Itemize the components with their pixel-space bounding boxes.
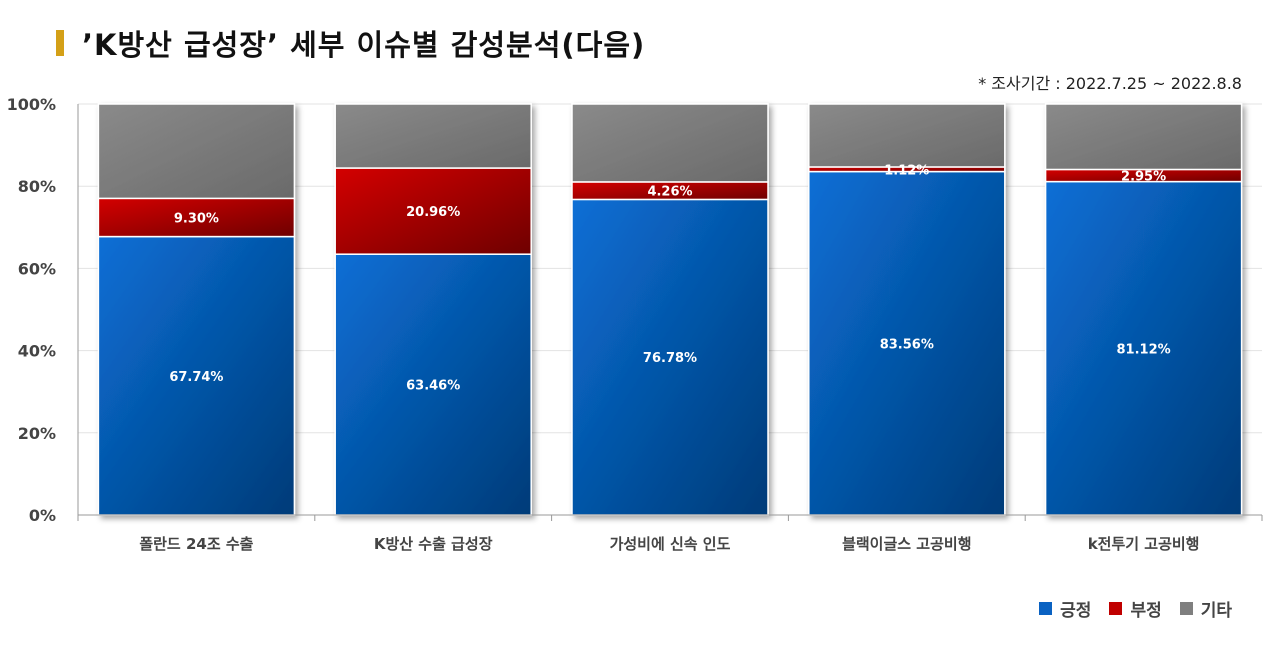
y-tick-label: 40% <box>18 342 56 361</box>
bar-stack <box>571 103 769 516</box>
x-tick-label: 블랙이글스 고공비행 <box>842 535 971 553</box>
legend-item-positive: 긍정 <box>1039 596 1091 621</box>
x-tick-label: 가성비에 신속 인도 <box>610 535 731 553</box>
survey-period-note: * 조사기간 : 2022.7.25 ~ 2022.8.8 <box>978 74 1242 93</box>
data-label: 20.96% <box>406 205 460 220</box>
bar-segment-other <box>1044 103 1243 171</box>
bar-segment-positive <box>1044 180 1243 516</box>
title-marker <box>56 30 64 56</box>
x-tick-label: K방산 수출 급성장 <box>374 535 493 553</box>
data-label: 67.74% <box>169 370 223 385</box>
data-label: 1.12% <box>884 163 929 178</box>
data-label: 2.95% <box>1121 170 1166 185</box>
bar-segment-other <box>808 103 1006 168</box>
bar-stack <box>334 103 532 516</box>
bar-segment-other <box>571 103 769 183</box>
legend-label-negative: 부정 <box>1130 601 1162 621</box>
data-label: 4.26% <box>647 185 692 200</box>
bar-segment-negative <box>334 167 532 255</box>
legend-item-negative: 부정 <box>1109 596 1162 621</box>
x-tick-label: 폴란드 24조 수출 <box>139 535 253 553</box>
chart-title: ’K방산 급성장’ 세부 이슈별 감성분석(다음) <box>82 28 646 62</box>
y-tick-label: 100% <box>7 95 56 114</box>
bar-stack <box>97 103 296 516</box>
y-tick-label: 0% <box>29 506 56 525</box>
title-block: ’K방산 급성장’ 세부 이슈별 감성분석(다음) <box>56 22 645 64</box>
x-tick-label: k전투기 고공비행 <box>1088 535 1200 553</box>
legend: 긍정 부정 기타 <box>1039 596 1232 621</box>
bar-segment-other <box>97 103 296 200</box>
legend-label-positive: 긍정 <box>1060 601 1092 621</box>
legend-item-other: 기타 <box>1179 596 1232 621</box>
y-tick-label: 60% <box>18 259 56 278</box>
data-label: 76.78% <box>643 351 697 366</box>
data-label: 83.56% <box>880 337 934 352</box>
bar-segment-other <box>334 103 532 169</box>
legend-label-other: 기타 <box>1200 601 1232 621</box>
legend-swatch-positive <box>1039 602 1053 615</box>
bar-segment-positive <box>571 198 769 516</box>
legend-swatch-other <box>1179 602 1193 615</box>
legend-swatch-negative <box>1109 602 1123 615</box>
data-label: 63.46% <box>406 379 460 394</box>
y-tick-label: 80% <box>18 177 56 196</box>
bar-stack <box>1044 103 1243 516</box>
data-label: 81.12% <box>1117 342 1171 357</box>
data-label: 9.30% <box>174 211 219 226</box>
y-tick-label: 20% <box>18 424 56 443</box>
